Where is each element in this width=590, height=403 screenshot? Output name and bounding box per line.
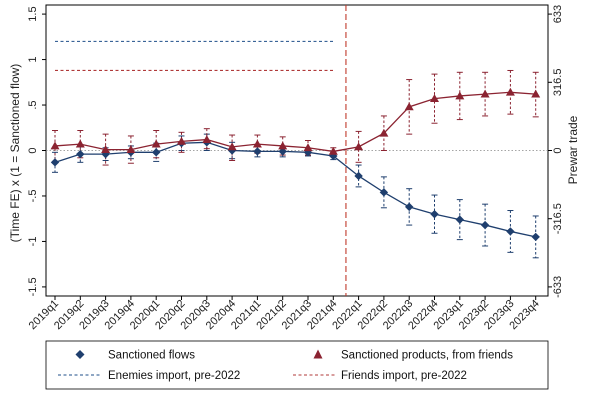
legend-triangle-marker — [313, 349, 323, 359]
sanctioned-flows-point — [379, 188, 389, 197]
sanctioned-products-friends-point — [379, 128, 389, 137]
sanctioned-products-friends-point — [126, 145, 136, 153]
left-axis-tick-label: 0 — [27, 147, 39, 153]
sanctioned-products-friends-point — [505, 87, 515, 96]
sanctioned-products-friends-point — [404, 102, 414, 111]
sanctioned-products-friends-point — [328, 146, 338, 155]
sanctioned-flows-point — [480, 220, 490, 230]
sanctioned-flows-line — [54, 141, 536, 238]
left-axis-tick-label: -1.5 — [27, 277, 39, 296]
legend-label-enemies: Enemies import, pre-2022 — [108, 370, 240, 382]
right-axis-tick-label: -633 — [552, 276, 564, 298]
sanctioned-flows-point — [506, 227, 515, 236]
right-axis-tick-label: 316.5 — [552, 69, 564, 97]
sanctioned-flows-point — [531, 232, 540, 242]
sanctioned-products-friends-point — [278, 141, 288, 150]
sanctioned-products-friends-errorbar — [229, 134, 236, 162]
sanctioned-products-friends-point — [50, 141, 60, 150]
sanctioned-products-friends-point — [252, 139, 262, 148]
sanctioned-products-friends-point — [177, 136, 186, 145]
sanctioned-flows-errorbar — [482, 203, 489, 247]
sanctioned-products-friends-point — [151, 139, 161, 148]
sanctioned-products-friends-point — [480, 89, 490, 98]
left-axis-tick-label: -1 — [27, 237, 39, 247]
sanctioned-flows-errorbar — [532, 215, 539, 259]
sanctioned-products-friends-errorbar — [507, 69, 514, 115]
legend-box — [45, 340, 549, 390]
sanctioned-products-friends-point — [75, 139, 85, 148]
right-axis-title: Prewar trade — [566, 115, 580, 184]
right-axis-tick-label: 633 — [552, 5, 564, 23]
sanctioned-flows-point — [354, 171, 363, 181]
left-axis-tick-label: 1 — [27, 57, 39, 63]
sanctioned-flows-point — [50, 158, 60, 167]
right-axis-tick-label: -316.5 — [552, 203, 564, 234]
sanctioned-products-friends-point — [455, 91, 465, 100]
sanctioned-products-friends-line — [54, 91, 536, 153]
sanctioned-flows-point — [430, 209, 439, 219]
sanctioned-products-friends-point — [531, 89, 541, 98]
sanctioned-flows-point — [405, 202, 414, 212]
left-axis-tick-label: 1.5 — [27, 6, 39, 21]
sanctioned-products-friends-point — [303, 143, 313, 152]
sanctioned-products-friends-point — [227, 142, 237, 151]
sanctioned-flows-point — [455, 215, 464, 224]
legend: Sanctioned flows Sanctioned products, fro… — [45, 340, 549, 390]
right-axis-tick-label: 0 — [552, 147, 564, 153]
left-axis-title: (Time FE) x (1 = Sanctioned flow) — [8, 64, 22, 243]
legend-label-friends: Friends import, pre-2022 — [341, 370, 467, 382]
sanctioned-products-friends-errorbar — [380, 115, 387, 151]
sanctioned-flows-point — [152, 148, 161, 157]
left-axis-tick-label: .5 — [27, 100, 39, 109]
sanctioned-products-friends-errorbar — [532, 71, 539, 118]
sanctioned-flows-point — [76, 149, 85, 159]
legend-label-sanctioned-flows: Sanctioned flows — [108, 350, 195, 362]
sanctioned-products-friends-point — [430, 94, 439, 103]
sanctioned-products-friends-point — [101, 145, 111, 153]
sanctioned-products-friends-errorbar — [482, 71, 489, 117]
left-axis-tick-label: -.5 — [27, 190, 39, 203]
sanctioned-flows-errorbar — [507, 210, 514, 253]
sanctioned-products-friends-point — [354, 142, 364, 151]
legend-diamond-marker — [75, 350, 85, 359]
legend-label-sanctioned-products: Sanctioned products, from friends — [341, 350, 513, 362]
sanctioned-products-friends-point — [202, 135, 212, 143]
sanctioned-flows-point — [253, 147, 262, 156]
